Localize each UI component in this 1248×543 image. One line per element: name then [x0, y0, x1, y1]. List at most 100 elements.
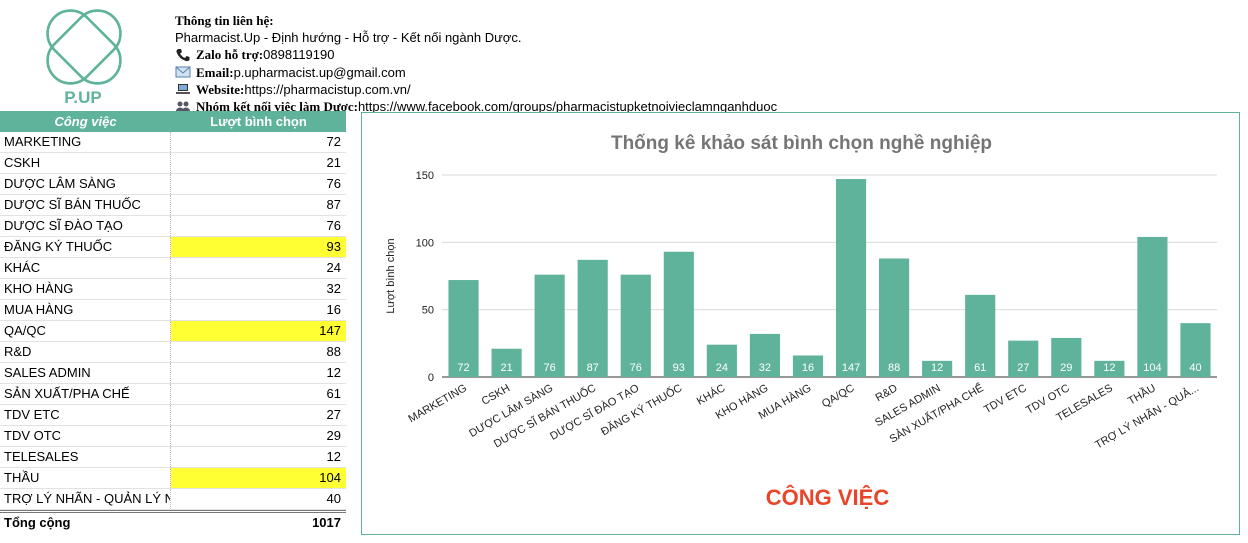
votes-cell: 24 — [326, 260, 341, 275]
total-value: 1017 — [312, 515, 341, 530]
job-cell: DƯỢC SĨ BÁN THUỐC — [0, 195, 171, 215]
col-header-votes: Lượt bình chọn — [210, 114, 307, 129]
votes-cell: 76 — [326, 218, 341, 233]
data-label: 16 — [802, 362, 814, 374]
table-total-row: Tổng cộng 1017 — [0, 510, 346, 532]
table-row: KHÁC 24 — [0, 258, 346, 279]
table-row: R&D 88 — [0, 342, 346, 363]
website-label: Website: — [196, 81, 245, 97]
job-cell: QA/QC — [0, 321, 171, 341]
bar — [620, 274, 651, 377]
votes-cell: 76 — [326, 176, 341, 191]
data-label: 12 — [931, 362, 943, 374]
data-label: 24 — [716, 362, 728, 374]
table-row: SALES ADMIN 12 — [0, 363, 346, 384]
data-label: 21 — [500, 362, 512, 374]
table-row: TDV ETC 27 — [0, 405, 346, 426]
bar — [534, 274, 565, 377]
job-cell: R&D — [0, 342, 171, 362]
votes-cell: 27 — [326, 407, 341, 422]
votes-cell: 40 — [326, 491, 341, 506]
website-value[interactable]: https://pharmacistup.com.vn/ — [244, 81, 411, 97]
votes-table: Công việc Lượt bình chọn MARKETING 72 CSKH… — [0, 111, 346, 532]
votes-cell: 21 — [326, 155, 341, 170]
votes-cell: 147 — [171, 321, 346, 341]
table-row: DƯỢC SĨ BÁN THUỐC 87 — [0, 195, 346, 216]
y-tick-label: 0 — [428, 372, 434, 384]
votes-cell: 12 — [326, 365, 341, 380]
chart-container: Thống kê khảo sát bình chọn nghề nghiệp … — [361, 112, 1240, 535]
job-cell: SẢN XUẤT/PHA CHẾ — [0, 384, 171, 404]
bar — [1180, 323, 1211, 377]
table-row: TDV OTC 29 — [0, 426, 346, 447]
logo-text: P.UP — [64, 88, 102, 107]
bar — [1137, 236, 1168, 377]
contact-tagline: Pharmacist.Up - Định hướng - Hỗ trợ - Kế… — [175, 30, 522, 46]
bar — [965, 294, 996, 377]
email-label: Email: — [196, 64, 234, 80]
data-label: 88 — [888, 362, 900, 374]
bar — [1051, 337, 1082, 377]
x-tick-label: MARKETING — [406, 382, 469, 425]
table-row: TRỢ LÝ NHÃN - QUẢN LÝ NHÃN 40 — [0, 489, 346, 510]
table-row: ĐĂNG KÝ THUỐC 93 — [0, 237, 346, 258]
table-row: KHO HÀNG 32 — [0, 279, 346, 300]
data-label: 147 — [842, 362, 860, 374]
data-label: 12 — [1103, 362, 1115, 374]
table-row: MUA HÀNG 16 — [0, 300, 346, 321]
job-cell: KHO HÀNG — [0, 279, 171, 299]
table-row: DƯỢC SĨ ĐÀO TẠO 76 — [0, 216, 346, 237]
bar-chart: 0 50 100 150 Lượt bình chọn 72 MARKETING 21 CSKH… — [385, 170, 1217, 451]
contact-info: Thông tin liên hệ: Pharmacist.Up - Định … — [175, 12, 777, 115]
data-label: 76 — [544, 362, 556, 374]
job-cell: MUA HÀNG — [0, 300, 171, 320]
x-tick-label: R&D — [873, 382, 899, 404]
job-cell: TDV OTC — [0, 426, 171, 446]
y-tick-label: 50 — [422, 305, 434, 317]
table-row: MARKETING 72 — [0, 132, 346, 153]
y-tick-label: 100 — [416, 237, 434, 249]
votes-cell: 93 — [171, 237, 346, 257]
data-label: 40 — [1189, 362, 1201, 374]
y-axis-title: Lượt bình chọn — [385, 238, 397, 313]
bar — [491, 348, 522, 377]
chart-x-title: CÔNG VIỆC — [765, 485, 890, 510]
x-tick-label: TDV ETC — [982, 382, 1029, 416]
table-row: SẢN XUẤT/PHA CHẾ 61 — [0, 384, 346, 405]
table-row: DƯỢC LÂM SÀNG 76 — [0, 174, 346, 195]
table-row: QA/QC 147 — [0, 321, 346, 342]
phone-icon — [175, 48, 191, 62]
y-tick-label: 150 — [416, 170, 434, 182]
group-label: Nhóm kết nối việc làm Dược: — [196, 99, 358, 115]
votes-cell: 29 — [326, 428, 341, 443]
job-cell: KHÁC — [0, 258, 171, 278]
table-row: THẦU 104 — [0, 468, 346, 489]
col-header-job: Công việc — [54, 114, 117, 129]
bar — [448, 280, 479, 377]
job-cell: DƯỢC LÂM SÀNG — [0, 174, 171, 194]
zalo-label: Zalo hỗ trợ: — [196, 47, 264, 63]
votes-cell: 87 — [326, 197, 341, 212]
x-tick-label: QA/QC — [820, 382, 857, 410]
data-label: 72 — [457, 362, 469, 374]
data-label: 27 — [1017, 362, 1029, 374]
data-label: 32 — [759, 362, 771, 374]
job-cell: TELESALES — [0, 447, 171, 467]
zalo-value: 0898119190 — [263, 47, 335, 63]
votes-cell: 61 — [326, 386, 341, 401]
email-value[interactable]: p.upharmacist.up@gmail.com — [233, 64, 406, 80]
group-value[interactable]: https://www.facebook.com/groups/pharmaci… — [357, 99, 778, 115]
table-row: TELESALES 12 — [0, 447, 346, 468]
bar — [1094, 360, 1125, 377]
laptop-icon — [175, 82, 191, 96]
job-cell: SALES ADMIN — [0, 363, 171, 383]
votes-cell: 16 — [326, 302, 341, 317]
job-cell: THẦU — [0, 468, 171, 488]
x-tick-label: CSKH — [480, 382, 513, 408]
bar — [663, 251, 694, 377]
x-tick-label: THẦU — [1125, 381, 1157, 407]
table-body: MARKETING 72 CSKH 21 DƯỢC LÂM SÀNG 76 DƯỢC SĨ … — [0, 132, 346, 510]
job-cell: TRỢ LÝ NHÃN - QUẢN LÝ NHÃN — [0, 489, 171, 509]
chart-title: Thống kê khảo sát bình chọn nghề nghiệp — [610, 133, 993, 154]
votes-cell: 104 — [171, 468, 346, 488]
